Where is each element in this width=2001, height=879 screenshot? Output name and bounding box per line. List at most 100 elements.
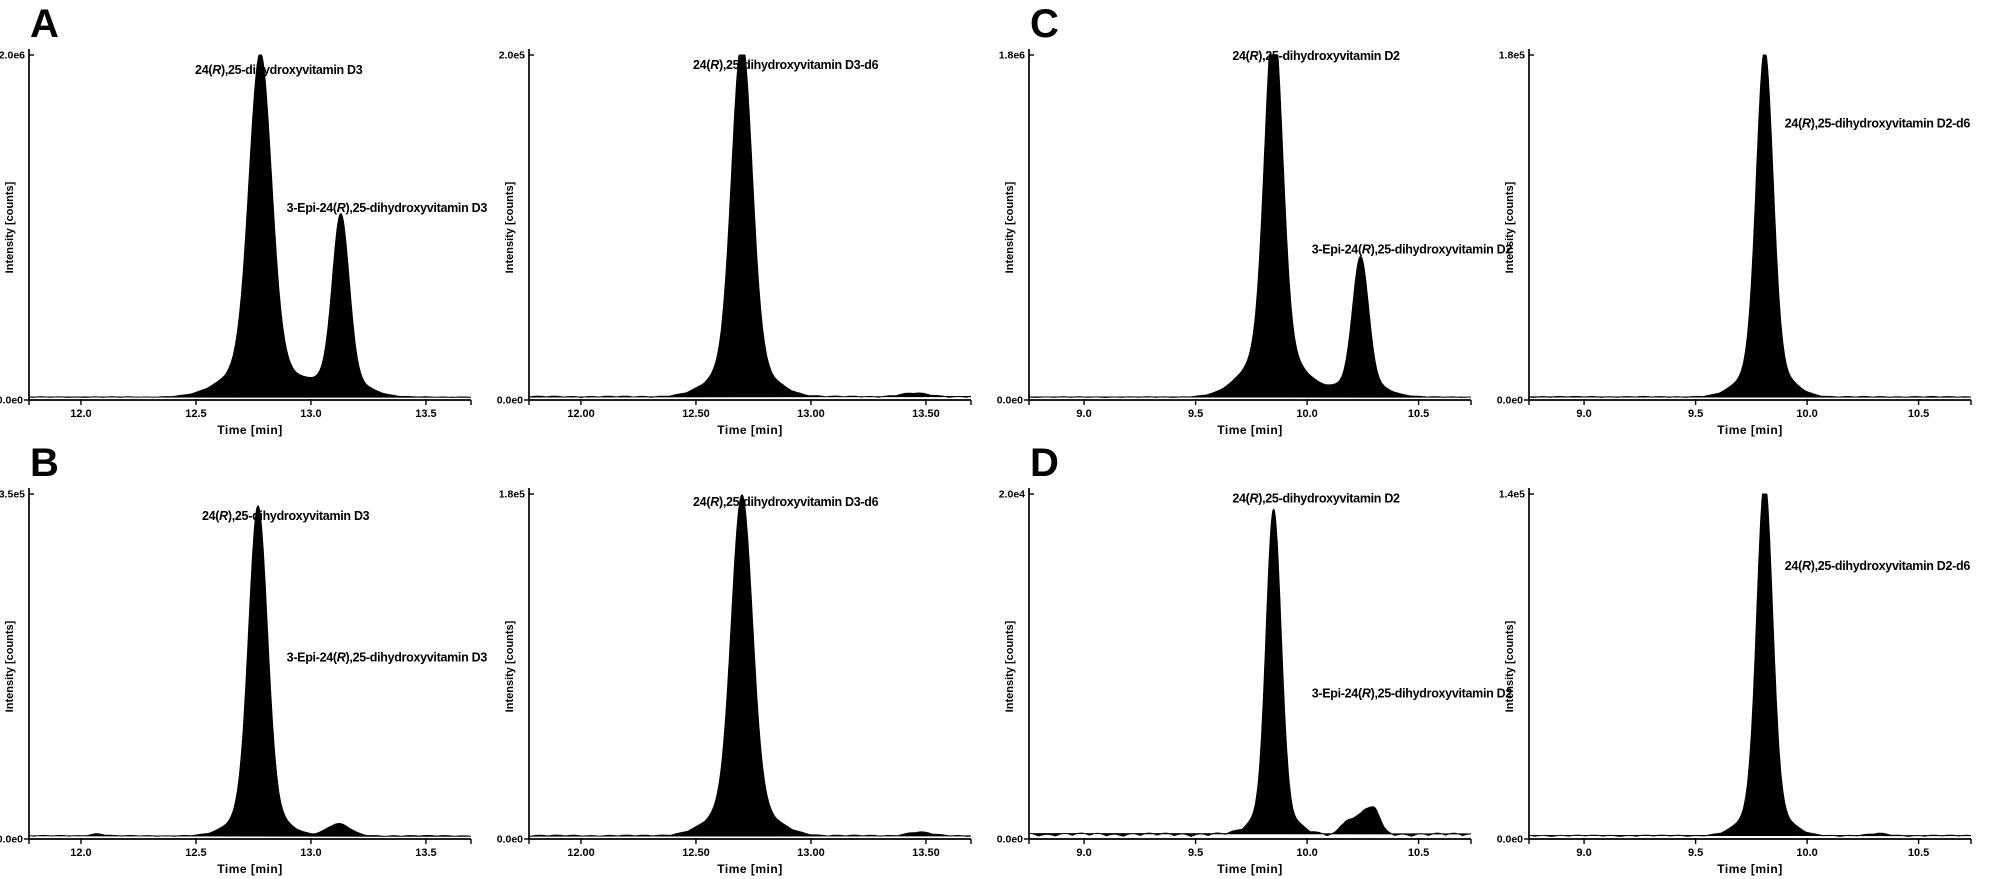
chromatogram-svg: 1.8e6 0.0e0 9.0 9.5 10.0 10.5 Time [min] Intens… [997,49,1513,437]
y-axis-label: Intensity [counts] [504,620,516,712]
peak-label: 24(R),25-dihydroxyvitamin D2-d6 [1785,116,1971,130]
y-axis-label: Intensity [counts] [1504,181,1516,273]
y-min-label: 0.0e0 [0,834,23,846]
x-axis-label: Time [min] [1717,423,1782,437]
x-axis-label: Time [min] [217,862,282,876]
chromatogram-panel-C2: 1.8e5 0.0e0 9.0 9.5 10.0 10.5 Time [min] Intens… [1497,0,2000,439]
peak-label: 24(R),25-dihydroxyvitamin D2 [1232,492,1400,506]
x-tick-label: 13.50 [912,408,940,420]
x-tick-label: 12.5 [185,408,206,420]
y-min-label: 0.0e0 [997,834,1023,846]
chromatogram-trace [28,505,472,837]
chromatogram-trace [528,54,972,399]
peak-label: 24(R),25-dihydroxyvitamin D3-d6 [693,495,879,509]
chromatogram-trace [1028,54,1472,398]
x-axis-label: Time [min] [717,862,782,876]
chromatogram-trace [528,494,972,837]
y-min-label: 0.0e0 [1497,395,1523,407]
peak-label: 24(R),25-dihydroxyvitamin D2 [1232,49,1400,63]
panel-letter-D: D [1030,441,1059,485]
y-max-label: 2.0e6 [0,50,25,62]
chromatogram-svg: 1.8e5 0.0e0 9.0 9.5 10.0 10.5 Time [min] Intens… [1497,49,1972,437]
chromatogram-panel-C1: C 1.8e6 0.0e0 9.0 9.5 10.0 10.5 Time [min] Inte… [997,0,1513,439]
x-tick-label: 13.0 [300,408,321,420]
peak-label: 24(R),25-dihydroxyvitamin D3 [202,509,370,523]
peak-label: 3-Epi-24(R),25-dihydroxyvitamin D2 [1312,242,1513,256]
x-tick-label: 13.5 [415,847,436,859]
x-tick-label: 10.0 [1296,408,1317,420]
x-tick-label: 9.5 [1188,847,1203,859]
x-tick-label: 9.5 [1188,408,1203,420]
chromatogram-trace [1528,493,1972,837]
x-tick-label: 10.5 [1908,408,1929,420]
x-tick-label: 9.5 [1688,408,1703,420]
peak-label: 3-Epi-24(R),25-dihydroxyvitamin D3 [287,650,488,664]
panel-letter-B: B [30,441,59,485]
y-max-label: 2.0e4 [999,489,1025,501]
x-axis-label: Time [min] [717,423,782,437]
x-axis-label: Time [min] [217,423,282,437]
chromatogram-svg: 3.5e5 0.0e0 12.0 12.5 13.0 13.5 Time [min] Inte… [0,488,488,876]
x-tick-label: 10.0 [1796,408,1817,420]
x-tick-label: 10.5 [1908,847,1929,859]
peak-label: 24(R),25-dihydroxyvitamin D3-d6 [693,58,879,72]
y-axis-label: Intensity [counts] [1004,620,1016,712]
chromatogram-panel-D1: D 2.0e4 0.0e0 9.0 9.5 10.0 10.5 Time [min] Inte… [997,439,1513,878]
chromatogram-trace [28,54,472,399]
peak-label: 3-Epi-24(R),25-dihydroxyvitamin D2 [1312,687,1513,701]
x-tick-label: 12.0 [70,408,91,420]
y-axis-label: Intensity [counts] [1004,181,1016,273]
chromatogram-trace [1528,54,1972,398]
x-tick-label: 13.5 [415,408,436,420]
chromatogram-panel-B2: 1.8e5 0.0e0 12.00 12.50 13.00 13.50 Time [min]… [497,439,1000,878]
panel-letter-A: A [30,2,59,46]
y-axis-label: Intensity [counts] [4,620,16,712]
y-min-label: 0.0e0 [1497,834,1523,846]
x-tick-label: 13.50 [912,847,940,859]
y-max-label: 2.0e5 [499,50,525,62]
chromatogram-panel-A2: 2.0e5 0.0e0 12.00 12.50 13.00 13.50 Time [min]… [497,0,1000,439]
chromatogram-svg: 2.0e5 0.0e0 12.00 12.50 13.00 13.50 Time [min]… [497,49,972,437]
x-axis-label: Time [min] [1717,862,1782,876]
x-tick-label: 9.0 [1576,408,1591,420]
x-tick-label: 12.00 [567,847,595,859]
x-tick-label: 13.00 [797,408,825,420]
chromatogram-panel-A1: A 2.0e6 0.0e0 12.0 12.5 13.0 13.5 Time [min] In… [0,0,500,439]
x-tick-label: 9.0 [1076,408,1091,420]
y-max-label: 1.4e5 [1499,489,1525,501]
x-axis-label: Time [min] [1217,862,1282,876]
x-tick-label: 12.50 [682,408,710,420]
x-tick-label: 10.5 [1408,408,1429,420]
x-axis-label: Time [min] [1217,423,1282,437]
y-min-label: 0.0e0 [497,395,523,407]
figure-row-bottom: B 3.5e5 0.0e0 12.0 12.5 13.0 13.5 Time [min] In… [0,439,2001,878]
chromatogram-panel-D2: 1.4e5 0.0e0 9.0 9.5 10.0 10.5 Time [min] Intens… [1497,439,2000,878]
x-tick-label: 12.5 [185,847,206,859]
chromatogram-svg: 1.4e5 0.0e0 9.0 9.5 10.0 10.5 Time [min] Intens… [1497,488,1972,876]
chromatogram-svg: 2.0e4 0.0e0 9.0 9.5 10.0 10.5 Time [min] Intens… [997,488,1513,876]
y-axis-label: Intensity [counts] [4,181,16,273]
y-min-label: 0.0e0 [997,395,1023,407]
x-tick-label: 9.5 [1688,847,1703,859]
x-tick-label: 12.50 [682,847,710,859]
x-tick-label: 9.0 [1576,847,1591,859]
x-tick-label: 12.00 [567,408,595,420]
y-max-label: 3.5e5 [0,489,25,501]
y-axis-label: Intensity [counts] [504,181,516,273]
chromatogram-trace [1028,508,1472,838]
peak-label: 24(R),25-dihydroxyvitamin D3 [195,63,363,77]
y-max-label: 1.8e6 [999,50,1025,62]
chromatogram-panel-B1: B 3.5e5 0.0e0 12.0 12.5 13.0 13.5 Time [min] In… [0,439,500,878]
x-tick-label: 10.0 [1796,847,1817,859]
x-tick-label: 13.00 [797,847,825,859]
x-tick-label: 10.0 [1296,847,1317,859]
y-min-label: 0.0e0 [497,834,523,846]
y-min-label: 0.0e0 [0,395,23,407]
figure-row-top: A 2.0e6 0.0e0 12.0 12.5 13.0 13.5 Time [min] In… [0,0,2001,439]
x-tick-label: 9.0 [1076,847,1091,859]
panel-letter-C: C [1030,2,1059,46]
x-tick-label: 13.0 [300,847,321,859]
x-tick-label: 12.0 [70,847,91,859]
x-tick-label: 10.5 [1408,847,1429,859]
